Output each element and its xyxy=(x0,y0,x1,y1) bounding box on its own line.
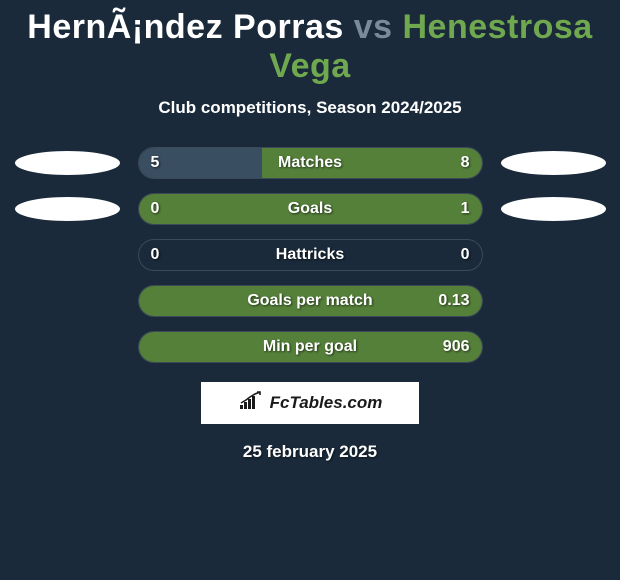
stat-value-right: 8 xyxy=(461,154,470,172)
stat-bar: 0 1 Goals xyxy=(138,193,483,225)
stat-row: 0 0 Hattricks xyxy=(0,232,620,278)
stat-value-left: 0 xyxy=(151,246,160,264)
stat-label: Min per goal xyxy=(263,338,357,356)
player-right-badge xyxy=(501,151,606,175)
stat-row: 0 1 Goals xyxy=(0,186,620,232)
stat-label: Hattricks xyxy=(276,246,344,264)
infographic-container: HernÃ¡ndez Porras vs Henestrosa Vega Clu… xyxy=(0,0,620,462)
stat-bar: 5 8 Matches xyxy=(138,147,483,179)
stat-label: Goals per match xyxy=(247,292,372,310)
subtitle: Club competitions, Season 2024/2025 xyxy=(0,92,620,140)
chart-rising-icon xyxy=(238,391,264,416)
stat-value-right: 0 xyxy=(461,246,470,264)
brand-text: FcTables.com xyxy=(270,393,383,413)
stat-label: Matches xyxy=(278,154,342,172)
stat-rows: 5 8 Matches 0 1 Goals 0 0 Hattricks 0.13 Goals per… xyxy=(0,140,620,370)
stat-bar: 0 0 Hattricks xyxy=(138,239,483,271)
versus-text: vs xyxy=(354,8,393,46)
stat-value-right: 0.13 xyxy=(438,292,469,310)
page-title: HernÃ¡ndez Porras vs Henestrosa Vega xyxy=(0,2,620,92)
player-left-badge xyxy=(15,197,120,221)
player-right-badge xyxy=(501,197,606,221)
stat-label: Goals xyxy=(288,200,332,218)
stat-bar: 0.13 Goals per match xyxy=(138,285,483,317)
stat-value-left: 0 xyxy=(151,200,160,218)
stat-row: 5 8 Matches xyxy=(0,140,620,186)
stat-value-right: 906 xyxy=(443,338,470,356)
player-left-badge xyxy=(15,151,120,175)
date-text: 25 february 2025 xyxy=(0,442,620,462)
stat-row: 906 Min per goal xyxy=(0,324,620,370)
player-left-name: HernÃ¡ndez Porras xyxy=(27,8,343,46)
brand-box[interactable]: FcTables.com xyxy=(201,382,419,424)
stat-row: 0.13 Goals per match xyxy=(0,278,620,324)
stat-value-right: 1 xyxy=(461,200,470,218)
stat-bar: 906 Min per goal xyxy=(138,331,483,363)
stat-value-left: 5 xyxy=(151,154,160,172)
